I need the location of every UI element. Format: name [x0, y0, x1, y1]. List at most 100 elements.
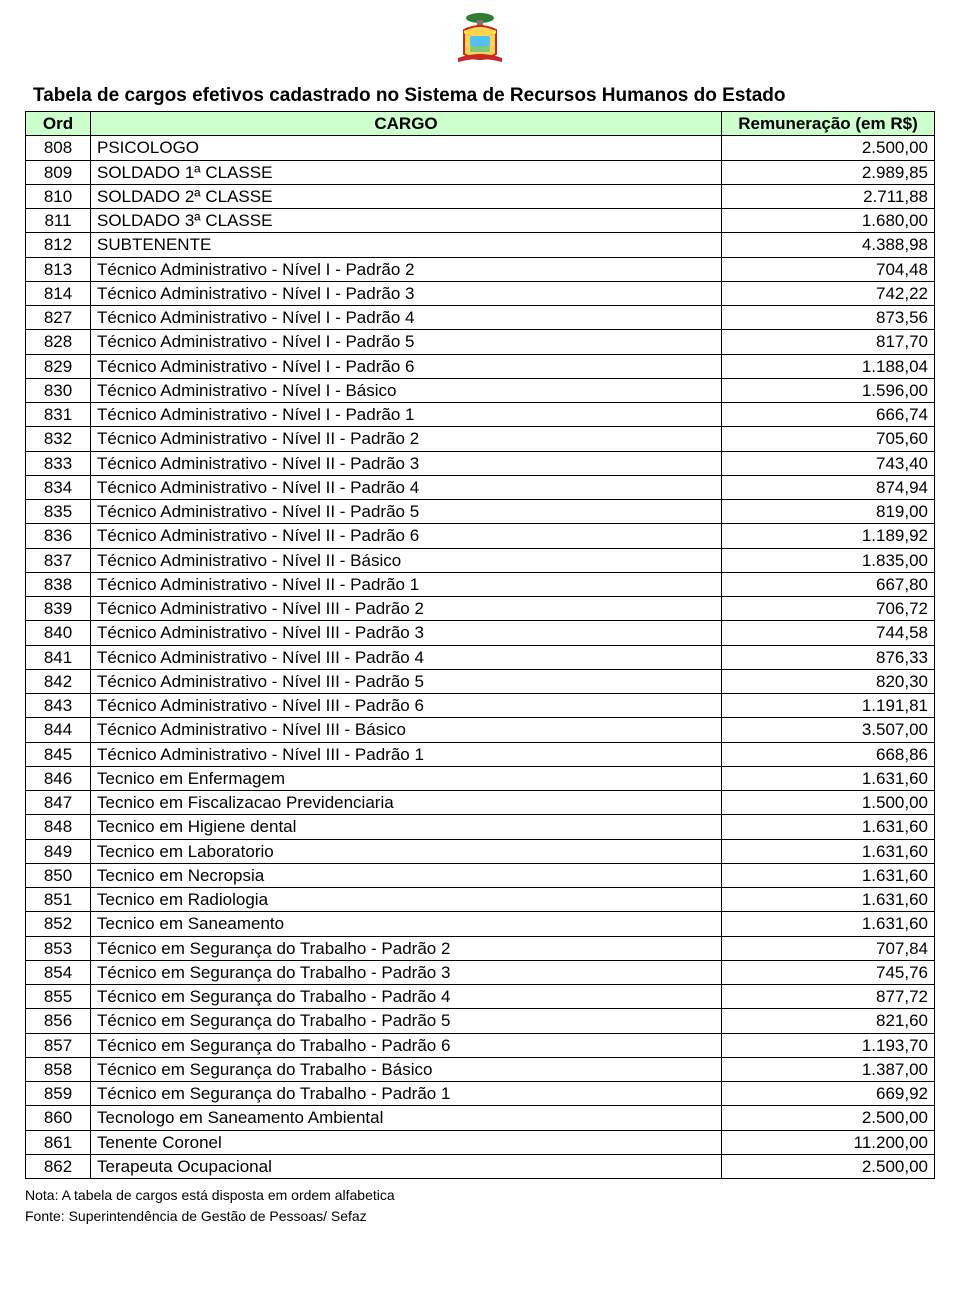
cell-ord: 828: [26, 330, 91, 354]
document-page: Tabela de cargos efetivos cadastrado no …: [0, 0, 960, 1247]
cell-ord: 829: [26, 354, 91, 378]
cell-ord: 809: [26, 160, 91, 184]
cell-remuneracao: 821,60: [722, 1009, 935, 1033]
cell-remuneracao: 1.193,70: [722, 1033, 935, 1057]
cell-cargo: Técnico Administrativo - Nível II - Padr…: [91, 524, 722, 548]
table-row: 830Técnico Administrativo - Nível I - Bá…: [26, 378, 935, 402]
cell-cargo: Técnico Administrativo - Nível I - Padrã…: [91, 281, 722, 305]
cell-remuneracao: 819,00: [722, 500, 935, 524]
cell-cargo: Técnico Administrativo - Nível I - Padrã…: [91, 306, 722, 330]
table-row: 852Tecnico em Saneamento1.631,60: [26, 912, 935, 936]
cell-remuneracao: 1.631,60: [722, 912, 935, 936]
cell-cargo: Tecnico em Necropsia: [91, 863, 722, 887]
cell-ord: 851: [26, 888, 91, 912]
cell-ord: 840: [26, 621, 91, 645]
cell-ord: 841: [26, 645, 91, 669]
cell-ord: 859: [26, 1082, 91, 1106]
cell-remuneracao: 744,58: [722, 621, 935, 645]
cell-cargo: PSICOLOGO: [91, 136, 722, 160]
cell-remuneracao: 742,22: [722, 281, 935, 305]
cell-remuneracao: 1.631,60: [722, 839, 935, 863]
cell-cargo: Técnico Administrativo - Nível III - Pad…: [91, 621, 722, 645]
cell-remuneracao: 1.387,00: [722, 1057, 935, 1081]
cell-ord: 835: [26, 500, 91, 524]
table-row: 849Tecnico em Laboratorio1.631,60: [26, 839, 935, 863]
cell-remuneracao: 876,33: [722, 645, 935, 669]
cell-remuneracao: 1.631,60: [722, 888, 935, 912]
table-body: 808PSICOLOGO2.500,00809SOLDADO 1ª CLASSE…: [26, 136, 935, 1179]
table-row: 860Tecnologo em Saneamento Ambiental2.50…: [26, 1106, 935, 1130]
cell-remuneracao: 666,74: [722, 403, 935, 427]
cell-remuneracao: 4.388,98: [722, 233, 935, 257]
cell-remuneracao: 820,30: [722, 669, 935, 693]
cell-remuneracao: 873,56: [722, 306, 935, 330]
footer-notes: Nota: A tabela de cargos está disposta e…: [25, 1185, 935, 1227]
cell-cargo: Técnico em Segurança do Trabalho - Padrã…: [91, 936, 722, 960]
cell-remuneracao: 1.631,60: [722, 815, 935, 839]
cell-cargo: Tecnico em Laboratorio: [91, 839, 722, 863]
cell-remuneracao: 1.631,60: [722, 863, 935, 887]
page-title: Tabela de cargos efetivos cadastrado no …: [33, 85, 935, 107]
cell-cargo: Técnico Administrativo - Nível I - Básic…: [91, 378, 722, 402]
table-row: 828Técnico Administrativo - Nível I - Pa…: [26, 330, 935, 354]
cell-cargo: Tecnico em Radiologia: [91, 888, 722, 912]
note-line-2: Fonte: Superintendência de Gestão de Pes…: [25, 1206, 935, 1227]
cell-cargo: Tenente Coronel: [91, 1130, 722, 1154]
cell-ord: 856: [26, 1009, 91, 1033]
cell-remuneracao: 2.989,85: [722, 160, 935, 184]
table-header-row: Ord CARGO Remuneração (em R$): [26, 112, 935, 136]
table-row: 827Técnico Administrativo - Nível I - Pa…: [26, 306, 935, 330]
cell-remuneracao: 705,60: [722, 427, 935, 451]
cell-cargo: Técnico Administrativo - Nível I - Padrã…: [91, 354, 722, 378]
table-row: 811SOLDADO 3ª CLASSE1.680,00: [26, 209, 935, 233]
table-row: 848Tecnico em Higiene dental1.631,60: [26, 815, 935, 839]
cell-cargo: Técnico Administrativo - Nível III - Pad…: [91, 669, 722, 693]
cell-ord: 830: [26, 378, 91, 402]
table-row: 841Técnico Administrativo - Nível III - …: [26, 645, 935, 669]
cell-ord: 846: [26, 766, 91, 790]
cell-cargo: Técnico Administrativo - Nível I - Padrã…: [91, 403, 722, 427]
cell-ord: 843: [26, 694, 91, 718]
table-row: 862Terapeuta Ocupacional2.500,00: [26, 1154, 935, 1178]
cell-cargo: Tecnico em Enfermagem: [91, 766, 722, 790]
table-row: 829Técnico Administrativo - Nível I - Pa…: [26, 354, 935, 378]
cell-cargo: Técnico Administrativo - Nível II - Bási…: [91, 548, 722, 572]
cell-cargo: Técnico em Segurança do Trabalho - Padrã…: [91, 960, 722, 984]
cell-remuneracao: 1.191,81: [722, 694, 935, 718]
table-row: 851Tecnico em Radiologia1.631,60: [26, 888, 935, 912]
cell-cargo: Técnico Administrativo - Nível II - Padr…: [91, 500, 722, 524]
cell-ord: 855: [26, 985, 91, 1009]
table-row: 836Técnico Administrativo - Nível II - P…: [26, 524, 935, 548]
cell-cargo: SUBTENENTE: [91, 233, 722, 257]
cell-remuneracao: 707,84: [722, 936, 935, 960]
cell-remuneracao: 1.188,04: [722, 354, 935, 378]
cell-remuneracao: 1.680,00: [722, 209, 935, 233]
cell-ord: 838: [26, 572, 91, 596]
table-row: 838Técnico Administrativo - Nível II - P…: [26, 572, 935, 596]
cell-ord: 831: [26, 403, 91, 427]
cell-remuneracao: 2.500,00: [722, 1154, 935, 1178]
cell-cargo: Técnico Administrativo - Nível II - Padr…: [91, 451, 722, 475]
cell-cargo: Técnico Administrativo - Nível I - Padrã…: [91, 330, 722, 354]
table-row: 810SOLDADO 2ª CLASSE2.711,88: [26, 184, 935, 208]
cell-ord: 844: [26, 718, 91, 742]
cell-ord: 847: [26, 791, 91, 815]
cell-cargo: Técnico Administrativo - Nível II - Padr…: [91, 475, 722, 499]
cell-ord: 842: [26, 669, 91, 693]
cell-ord: 833: [26, 451, 91, 475]
cell-cargo: SOLDADO 3ª CLASSE: [91, 209, 722, 233]
cell-remuneracao: 706,72: [722, 597, 935, 621]
table-row: 845Técnico Administrativo - Nível III - …: [26, 742, 935, 766]
table-row: 861Tenente Coronel11.200,00: [26, 1130, 935, 1154]
table-row: 850Tecnico em Necropsia1.631,60: [26, 863, 935, 887]
table-row: 809SOLDADO 1ª CLASSE2.989,85: [26, 160, 935, 184]
table-row: 814Técnico Administrativo - Nível I - Pa…: [26, 281, 935, 305]
cell-ord: 814: [26, 281, 91, 305]
table-row: 839Técnico Administrativo - Nível III - …: [26, 597, 935, 621]
cell-cargo: Tecnologo em Saneamento Ambiental: [91, 1106, 722, 1130]
cell-cargo: Tecnico em Higiene dental: [91, 815, 722, 839]
cell-ord: 848: [26, 815, 91, 839]
cell-remuneracao: 704,48: [722, 257, 935, 281]
cell-ord: 857: [26, 1033, 91, 1057]
cell-ord: 853: [26, 936, 91, 960]
